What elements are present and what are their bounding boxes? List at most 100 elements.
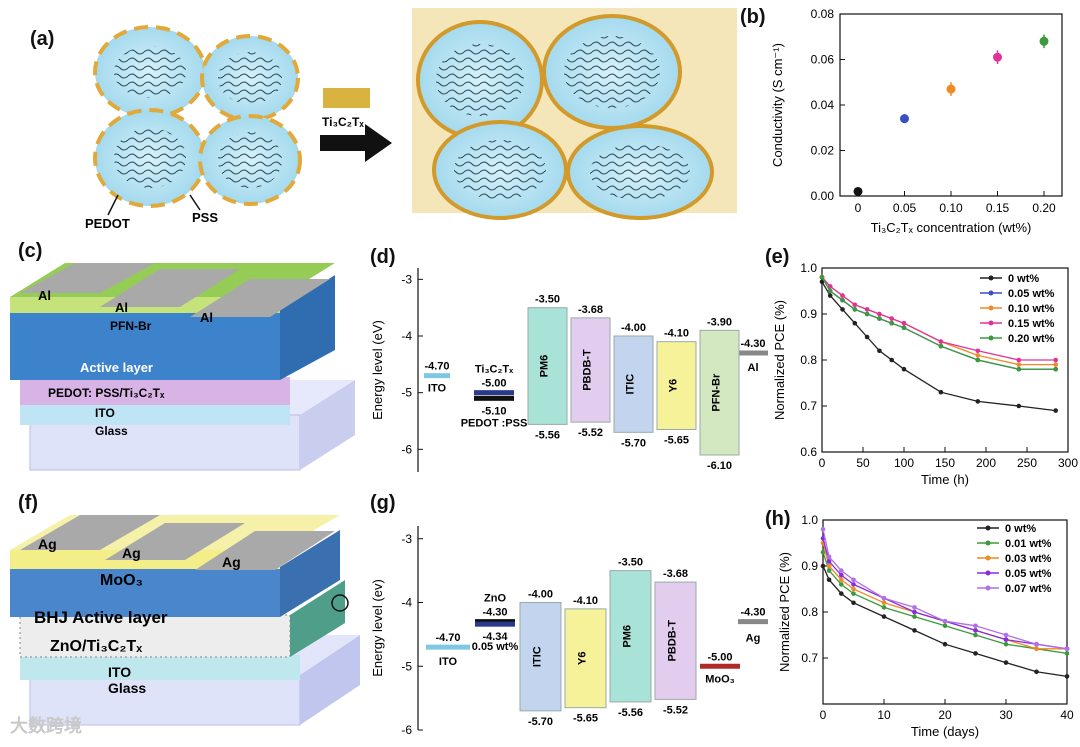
band-homo-value: -5.52 <box>663 704 688 716</box>
layer-label-pfn: PFN-Br <box>110 319 152 333</box>
y-tick-label: 1.0 <box>801 513 818 527</box>
y-tick-label: 0.9 <box>801 559 818 573</box>
band-rect <box>570 317 611 423</box>
series-point <box>1016 357 1022 363</box>
y-tick-label: -3 <box>401 272 412 286</box>
series-point <box>975 357 981 363</box>
band-lumo-value: -4.10 <box>573 595 598 607</box>
panel-label-d: (d) <box>370 246 396 268</box>
series-point <box>864 311 870 317</box>
y-axis-label: Normalized PCE (%) <box>777 552 792 672</box>
y-tick-label: -5 <box>401 386 412 400</box>
band-homo-value: -5.56 <box>618 707 643 719</box>
panel-label-g: (g) <box>370 492 396 514</box>
x-axis-label: Ti₃C₂Tₓ concentration (wt%) <box>871 220 1032 235</box>
series-line <box>821 276 1056 361</box>
band-rect <box>654 581 697 700</box>
series-point <box>942 641 948 647</box>
series-point <box>1016 403 1022 409</box>
glass-side <box>300 380 355 470</box>
band-name: Y6 <box>577 652 589 665</box>
legend-label: 0.05 wt% <box>1005 568 1052 580</box>
series-point <box>942 623 948 629</box>
legend-marker <box>985 570 991 576</box>
series-point <box>827 284 833 289</box>
legend-label: 0.03 wt% <box>1005 553 1052 565</box>
series-point <box>973 623 978 629</box>
series-point <box>1016 366 1022 372</box>
series-point <box>839 568 844 573</box>
grain-left-2 <box>200 34 300 122</box>
series-point <box>1003 660 1009 665</box>
legend-label: 0.07 wt% <box>1005 583 1052 595</box>
band-name: ITIC <box>625 374 637 395</box>
layer-label-bhj: BHJ Active layer <box>34 608 168 627</box>
band-lumo-value: -3.50 <box>535 294 560 306</box>
legend-marker <box>985 525 991 531</box>
y-tick-label: 0.00 <box>811 189 835 203</box>
legend-label: 0.20 wt% <box>1008 333 1055 345</box>
y-tick-label: 0.7 <box>801 651 818 665</box>
band-homo-value: -5.70 <box>621 437 646 449</box>
legend-label: 0.15 wt% <box>1008 318 1055 330</box>
series-point <box>912 628 917 633</box>
series-point <box>826 577 832 583</box>
series-point <box>851 591 856 596</box>
x-tick-label: 100 <box>894 456 914 470</box>
series-point <box>820 563 826 569</box>
energy-level-name: Ti₃C₂Tₓ <box>475 364 514 376</box>
energy-level-value: -4.70 <box>435 632 460 644</box>
series-point <box>840 307 845 312</box>
layer-label-ag-1: Ag <box>38 536 57 552</box>
y-tick-label: 0.9 <box>800 307 817 321</box>
series-point <box>938 343 944 349</box>
active-layer <box>10 310 280 380</box>
series-point <box>1064 646 1070 652</box>
x-tick-label: 40 <box>1060 708 1074 722</box>
y-tick-label: -3 <box>401 532 412 546</box>
pedot-layer <box>20 377 290 405</box>
energy-level-bar <box>424 373 450 379</box>
series-point <box>1003 632 1009 638</box>
energy-level-value: -4.34 <box>482 631 508 643</box>
x-tick-label: 0.15 <box>986 201 1010 215</box>
band-rect <box>613 335 654 433</box>
band-rect <box>609 570 652 703</box>
energy-level-bar <box>474 395 514 401</box>
series-point <box>912 605 917 610</box>
data-point <box>853 186 863 196</box>
series-point <box>881 614 887 619</box>
series-point <box>826 554 832 560</box>
band-lumo-value: -4.00 <box>621 322 646 334</box>
y-tick-label: -4 <box>401 596 412 610</box>
grain-left-1 <box>93 25 207 119</box>
al-electrode-3 <box>190 279 330 317</box>
series-point <box>840 293 845 298</box>
grain-left-3 <box>93 108 207 208</box>
series-point <box>877 316 882 321</box>
energy-level-value: -5.00 <box>481 378 506 390</box>
ag-electrode-3 <box>195 531 335 570</box>
legend-marker <box>985 585 991 591</box>
energy-level-name: Ag <box>746 633 761 645</box>
layer-label-al-3: Al <box>200 310 213 325</box>
series-point <box>851 582 856 587</box>
ag-electrode-2 <box>105 523 245 560</box>
energy-level-value: -4.30 <box>740 338 765 350</box>
al-electrode-2 <box>100 269 240 307</box>
series-point <box>851 586 856 592</box>
y-tick-label: -4 <box>401 329 412 343</box>
x-axis-label: Time (h) <box>921 472 969 487</box>
energy-level-bar <box>738 350 768 356</box>
series-point <box>851 577 856 583</box>
layer-label-active: Active layer <box>80 360 153 375</box>
series-point <box>1003 637 1009 642</box>
energy-level-name: PEDOT :PSS <box>461 417 528 429</box>
legend-marker <box>988 335 994 341</box>
energy-level-value: -4.30 <box>482 607 507 619</box>
y-axis-label: Energy level (eV) <box>370 320 385 420</box>
band-name: PM6 <box>539 355 551 378</box>
energy-level-name: ZnO <box>484 593 506 605</box>
band-rect <box>564 608 607 709</box>
y-tick-label: 1.0 <box>800 261 817 275</box>
